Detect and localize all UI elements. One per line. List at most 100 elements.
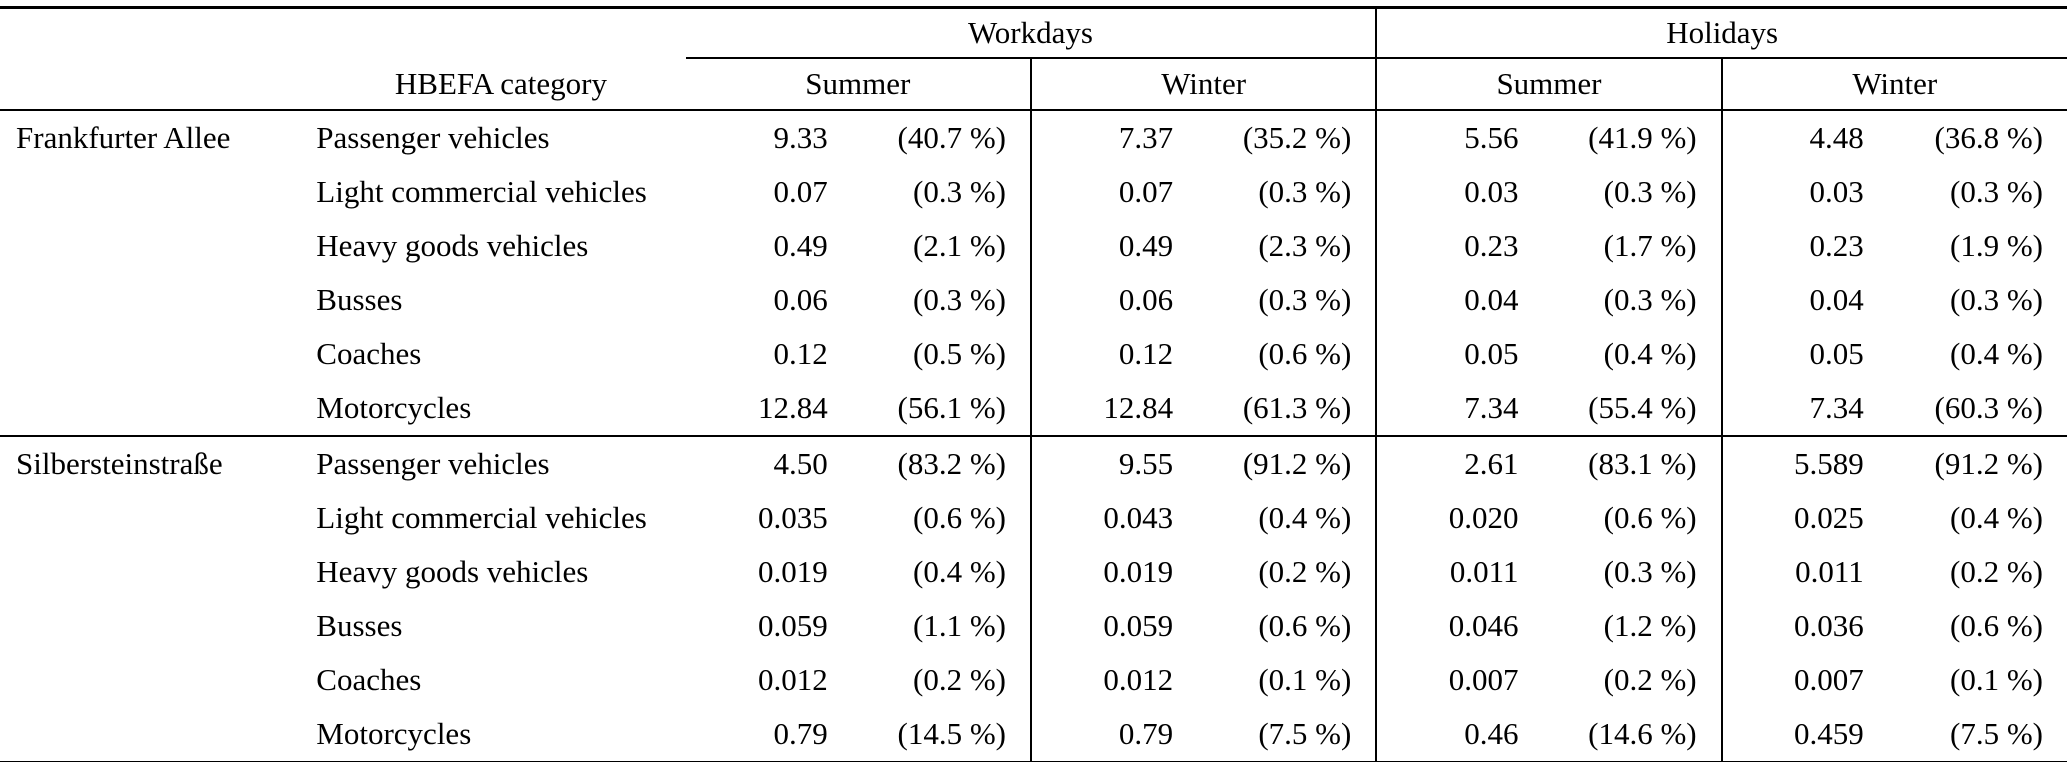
percent-cell: (83.2 %) bbox=[833, 435, 1031, 491]
percent-cell: (0.1 %) bbox=[1258, 662, 1352, 697]
percent-cell: (0.3 %) bbox=[1258, 282, 1352, 317]
percent-cell: (56.1 %) bbox=[897, 390, 1006, 425]
percent-cell: (0.3 %) bbox=[1950, 174, 2043, 209]
value-cell: 0.04 bbox=[1375, 273, 1525, 327]
value-cell: 0.05 bbox=[1720, 327, 1870, 381]
percent-cell: (55.4 %) bbox=[1588, 390, 1697, 425]
value-cell: 0.025 bbox=[1720, 491, 1870, 545]
category-cell: Busses bbox=[316, 282, 403, 317]
category-cell: Motorcycles bbox=[316, 390, 472, 425]
percent-cell: (0.6 %) bbox=[1258, 336, 1352, 371]
percent-cell: (35.2 %) bbox=[1242, 120, 1352, 155]
percent-cell: (61.3 %) bbox=[1242, 390, 1352, 425]
percent-cell: (0.3 %) bbox=[913, 282, 1006, 317]
location-cell bbox=[0, 545, 310, 599]
value-cell: 0.07 bbox=[1029, 165, 1180, 219]
table-row: Light commercial vehicles 0.07 (0.3 %) 0.07… bbox=[0, 165, 2067, 219]
percent-cell: (0.5 %) bbox=[913, 336, 1006, 371]
value-cell: 0.04 bbox=[1720, 273, 1870, 327]
value-cell: 0.012 bbox=[758, 662, 828, 697]
category-cell: Passenger vehicles bbox=[310, 435, 686, 491]
header-spacer bbox=[0, 8, 310, 59]
location-cell: Frankfurter Allee bbox=[16, 120, 231, 155]
percent-cell: (0.3 %) bbox=[1603, 554, 1697, 589]
value-cell: 0.06 bbox=[1029, 273, 1180, 327]
value-cell: 0.459 bbox=[1720, 707, 1870, 762]
percent-cell: (14.6 %) bbox=[1588, 716, 1697, 751]
table-row: Busses 0.059 (1.1 %) 0.059 (0.6 %) 0.046 (1.2 … bbox=[0, 599, 2067, 653]
percent-cell: (91.2 %) bbox=[1179, 435, 1377, 491]
emissions-table: Workdays Holidays HBEFA category Summer … bbox=[0, 6, 2067, 762]
category-cell: Coaches bbox=[316, 662, 422, 697]
percent-cell: (0.2 %) bbox=[913, 662, 1006, 697]
value-cell: 0.49 bbox=[773, 228, 828, 263]
location-cell bbox=[0, 219, 310, 273]
table-body: Frankfurter Allee Passenger vehicles 9.33 (… bbox=[0, 110, 2067, 762]
group-header-holidays: Holidays bbox=[1375, 7, 2067, 59]
location-cell: Silbersteinstraße bbox=[0, 435, 311, 491]
value-cell: 0.035 bbox=[758, 500, 828, 535]
table-row: Motorcycles 12.84 (56.1 %) 12.84 (61.3 %) 7.3… bbox=[0, 381, 2067, 436]
percent-cell: (0.4 %) bbox=[1950, 500, 2043, 535]
subheader-holidays-winter: Winter bbox=[1720, 58, 2067, 111]
percent-cell: (0.1 %) bbox=[1950, 662, 2043, 697]
header-spacer bbox=[0, 58, 311, 111]
value-cell: 7.34 bbox=[1375, 381, 1525, 436]
percent-cell: (0.3 %) bbox=[1603, 174, 1697, 209]
value-cell: 9.55 bbox=[1029, 435, 1180, 491]
percent-cell: (7.5 %) bbox=[1950, 716, 2043, 751]
percent-cell: (0.2 %) bbox=[1603, 662, 1697, 697]
location-cell bbox=[0, 491, 310, 545]
table-row: Frankfurter Allee Passenger vehicles 9.33 (… bbox=[0, 110, 2067, 165]
value-cell: 0.79 bbox=[773, 716, 828, 751]
value-cell: 0.043 bbox=[1029, 491, 1180, 545]
value-cell: 0.12 bbox=[1029, 327, 1180, 381]
percent-cell: (0.3 %) bbox=[1950, 282, 2043, 317]
percent-cell: (1.2 %) bbox=[1603, 608, 1697, 643]
table-row: Motorcycles 0.79 (14.5 %) 0.79 (7.5 %) 0.46 (1… bbox=[0, 707, 2067, 762]
value-cell: 0.79 bbox=[1029, 707, 1180, 762]
percent-cell: (0.6 %) bbox=[1603, 500, 1697, 535]
value-cell: 0.007 bbox=[1375, 653, 1525, 707]
location-cell bbox=[0, 707, 310, 762]
table-row: Coaches 0.012 (0.2 %) 0.012 (0.1 %) 0.007 (0.2… bbox=[0, 653, 2067, 707]
location-cell bbox=[0, 273, 310, 327]
percent-cell: (60.3 %) bbox=[1934, 390, 2043, 425]
percent-cell: (83.1 %) bbox=[1524, 435, 1722, 491]
value-cell: 0.007 bbox=[1720, 653, 1870, 707]
value-cell: 5.56 bbox=[1375, 110, 1525, 165]
category-cell: Heavy goods vehicles bbox=[316, 228, 589, 263]
subheader-holidays-summer: Summer bbox=[1375, 58, 1722, 111]
value-cell: 0.019 bbox=[758, 554, 828, 589]
percent-cell: (14.5 %) bbox=[897, 716, 1006, 751]
category-cell: Coaches bbox=[316, 336, 422, 371]
subheader-workdays-winter: Winter bbox=[1029, 58, 1377, 111]
percent-cell: (0.2 %) bbox=[1950, 554, 2043, 589]
percent-cell: (40.7 %) bbox=[897, 120, 1006, 155]
percent-cell: (1.7 %) bbox=[1603, 228, 1697, 263]
value-cell: 0.23 bbox=[1720, 219, 1870, 273]
percent-cell: (0.3 %) bbox=[1603, 282, 1697, 317]
value-cell: 0.05 bbox=[1375, 327, 1525, 381]
value-cell: 12.84 bbox=[758, 390, 828, 425]
value-cell: 7.37 bbox=[1029, 110, 1180, 165]
value-cell: 0.06 bbox=[773, 282, 828, 317]
percent-cell: (7.5 %) bbox=[1258, 716, 1352, 751]
value-cell: 5.589 bbox=[1720, 435, 1870, 491]
percent-cell: (2.1 %) bbox=[913, 228, 1006, 263]
value-cell: 4.48 bbox=[1720, 110, 1870, 165]
percent-cell: (41.9 %) bbox=[1588, 120, 1697, 155]
table-row: Heavy goods vehicles 0.49 (2.1 %) 0.49 (2.3 … bbox=[0, 219, 2067, 273]
category-cell: Motorcycles bbox=[316, 716, 472, 751]
table-row: Coaches 0.12 (0.5 %) 0.12 (0.6 %) 0.05 (0.4 %)… bbox=[0, 327, 2067, 381]
percent-cell: (91.2 %) bbox=[1869, 435, 2067, 491]
percent-cell: (0.4 %) bbox=[1603, 336, 1697, 371]
category-cell: Light commercial vehicles bbox=[316, 500, 647, 535]
value-cell: 0.03 bbox=[1720, 165, 1870, 219]
percent-cell: (0.6 %) bbox=[913, 500, 1006, 535]
value-cell: 0.12 bbox=[773, 336, 828, 371]
value-cell: 7.34 bbox=[1720, 381, 1870, 436]
percent-cell: (0.4 %) bbox=[1258, 500, 1352, 535]
value-cell: 4.50 bbox=[685, 435, 834, 491]
location-cell bbox=[0, 165, 310, 219]
